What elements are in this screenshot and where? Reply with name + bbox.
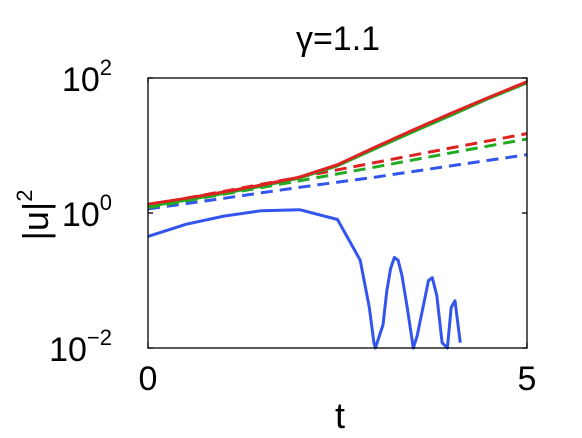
y-axis-label-exponent: 2 xyxy=(12,190,37,202)
chart-title: γ=1.1 xyxy=(296,20,380,58)
series-line-2 xyxy=(147,153,528,211)
x-tick-label: 5 xyxy=(518,360,537,398)
y-tick-label: 102 xyxy=(62,55,112,99)
x-tick-label: 0 xyxy=(139,360,158,398)
y-tick-label: 10−2 xyxy=(49,325,112,369)
y-tick-label-exponent: 0 xyxy=(100,190,112,215)
y-axis-label: |u|2 xyxy=(12,190,56,241)
y-tick-label: 100 xyxy=(62,190,112,234)
plot-series-layer xyxy=(147,80,528,350)
y-tick-label-base: 10 xyxy=(62,196,100,234)
y-tick-label-exponent: −2 xyxy=(87,325,112,350)
series-line-1 xyxy=(147,208,462,350)
series-line-6 xyxy=(147,80,528,206)
plot-area-frame xyxy=(147,77,528,349)
y-tick-label-base: 10 xyxy=(62,61,100,99)
y-axis-label-base: |u| xyxy=(15,202,56,241)
y-tick-label-base: 10 xyxy=(49,331,87,369)
x-axis-label: t xyxy=(335,395,345,436)
y-tick-label-exponent: 2 xyxy=(100,55,112,80)
